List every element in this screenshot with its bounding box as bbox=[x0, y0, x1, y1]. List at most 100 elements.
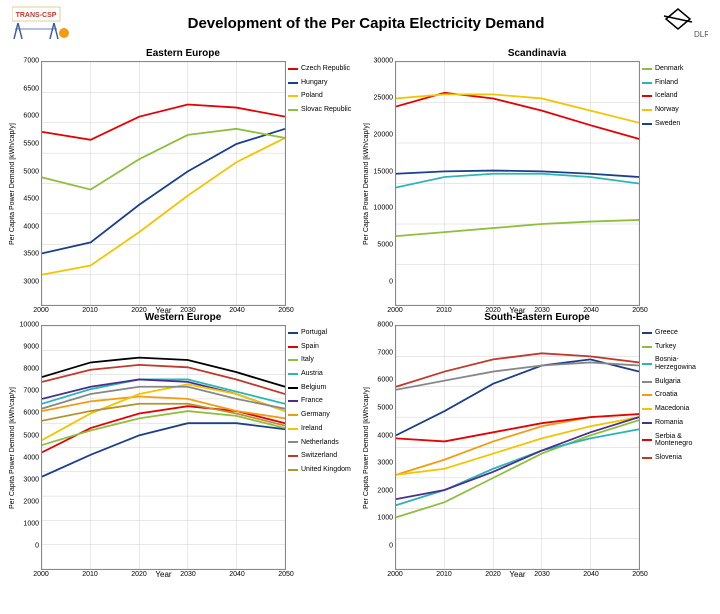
legend-swatch bbox=[288, 428, 298, 430]
legend-label: Poland bbox=[301, 92, 323, 100]
chart-panel-2: Western EuropePer Capita Power Demand [k… bbox=[8, 312, 358, 572]
y-tick-label: 9000 bbox=[23, 344, 39, 351]
x-tick-label: 2000 bbox=[33, 571, 49, 578]
x-axis-label: Year bbox=[395, 570, 640, 579]
legend-label: Turkey bbox=[655, 343, 676, 351]
y-tick-label: 3000 bbox=[23, 279, 39, 286]
legend-label: Italy bbox=[301, 356, 314, 364]
y-tick-label: 30000 bbox=[374, 58, 393, 65]
legend-label: Greece bbox=[655, 329, 678, 337]
legend-label: Hungary bbox=[301, 79, 327, 87]
legend: DenmarkFinlandIcelandNorwaySweden bbox=[640, 61, 712, 308]
dlr-logo: DLR bbox=[660, 5, 708, 41]
x-tick-label: 2050 bbox=[632, 571, 648, 578]
legend-label: Bulgaria bbox=[655, 378, 681, 386]
y-tick-label: 8000 bbox=[377, 322, 393, 329]
legend-item: Switzerland bbox=[288, 452, 356, 460]
y-tick-label: 2000 bbox=[23, 498, 39, 505]
y-tick-label: 6000 bbox=[377, 377, 393, 384]
legend-swatch bbox=[288, 400, 298, 402]
y-tick-label: 7000 bbox=[377, 349, 393, 356]
y-axis-label: Per Capita Power Demand [kWh/cap/y] bbox=[8, 61, 17, 308]
y-tick-label: 3000 bbox=[377, 460, 393, 467]
x-tick-label: 2040 bbox=[229, 571, 245, 578]
y-tick-label: 3000 bbox=[23, 476, 39, 483]
y-tick-label: 15000 bbox=[374, 168, 393, 175]
legend-item: Iceland bbox=[642, 92, 710, 100]
x-tick-label: 2020 bbox=[485, 571, 501, 578]
legend-item: Bosnia-Herzegowina bbox=[642, 356, 710, 371]
logo-right-text: DLR bbox=[694, 30, 708, 39]
legend-swatch bbox=[288, 373, 298, 375]
legend-label: Finland bbox=[655, 79, 678, 87]
legend: Greece Turkey Bosnia-Herzegowina Bulgaria Cr… bbox=[640, 325, 712, 572]
legend-swatch bbox=[288, 414, 298, 416]
y-tick-label: 1000 bbox=[23, 520, 39, 527]
legend-label: Slovac Republic bbox=[301, 106, 351, 114]
legend-swatch bbox=[642, 408, 652, 410]
x-tick-label: 2040 bbox=[583, 571, 599, 578]
charts-grid: Eastern EuropePer Capita Power Demand [k… bbox=[0, 44, 720, 536]
legend-label: Ireland bbox=[301, 425, 322, 433]
legend: Czech Republic Hungary Poland Slovac Republ… bbox=[286, 61, 358, 308]
y-tick-label: 10000 bbox=[374, 205, 393, 212]
chart-panel-1: ScandinaviaPer Capita Power Demand [kWh/… bbox=[362, 48, 712, 308]
legend-swatch bbox=[288, 109, 298, 111]
legend-item: Poland bbox=[288, 92, 356, 100]
legend-label: Romania bbox=[655, 419, 683, 427]
plot-area bbox=[395, 61, 640, 306]
legend-item: Hungary bbox=[288, 79, 356, 87]
legend-swatch bbox=[642, 68, 652, 70]
legend-item: Denmark bbox=[642, 65, 710, 73]
legend-swatch bbox=[288, 95, 298, 97]
legend-label: Norway bbox=[655, 106, 679, 114]
legend-swatch bbox=[642, 422, 652, 424]
legend-item: Ireland bbox=[288, 425, 356, 433]
legend-item: Serbia & Montenegro bbox=[642, 433, 710, 448]
series-line bbox=[396, 94, 639, 122]
legend-item: Portugal bbox=[288, 329, 356, 337]
legend-item: Austria bbox=[288, 370, 356, 378]
header: TRANS-CSP Development of the Per Capita … bbox=[0, 0, 720, 44]
y-tick-label: 6000 bbox=[23, 410, 39, 417]
legend-label: Switzerland bbox=[301, 452, 337, 460]
legend-item: Croatia bbox=[642, 391, 710, 399]
legend-swatch bbox=[642, 381, 652, 383]
legend-swatch bbox=[642, 439, 652, 441]
series-line bbox=[396, 220, 639, 236]
legend-label: Bosnia-Herzegowina bbox=[655, 356, 710, 371]
legend-swatch bbox=[288, 441, 298, 443]
chart-title: Western Europe bbox=[8, 312, 358, 323]
legend-label: Germany bbox=[301, 411, 330, 419]
legend-item: Belgium bbox=[288, 384, 356, 392]
legend-item: Czech Republic bbox=[288, 65, 356, 73]
series-line bbox=[396, 174, 639, 188]
legend-label: Netherlands bbox=[301, 439, 339, 447]
y-tick-label: 0 bbox=[389, 279, 393, 286]
y-tick-label: 0 bbox=[389, 543, 393, 550]
legend-swatch bbox=[288, 68, 298, 70]
y-tick-label: 1000 bbox=[377, 515, 393, 522]
chart-title: South-Eastern Europe bbox=[362, 312, 712, 323]
legend-item: Slovenia bbox=[642, 454, 710, 462]
chart-panel-0: Eastern EuropePer Capita Power Demand [k… bbox=[8, 48, 358, 308]
y-tick-label: 5000 bbox=[23, 168, 39, 175]
chart-title: Scandinavia bbox=[362, 48, 712, 59]
y-tick-label: 5000 bbox=[23, 432, 39, 439]
y-tick-label: 2000 bbox=[377, 487, 393, 494]
legend-item: Finland bbox=[642, 79, 710, 87]
legend-swatch bbox=[288, 359, 298, 361]
x-tick-label: 2030 bbox=[180, 571, 196, 578]
legend-swatch bbox=[288, 346, 298, 348]
x-tick-label: 2000 bbox=[387, 571, 403, 578]
trans-csp-logo: TRANS-CSP bbox=[12, 5, 72, 41]
legend-label: Croatia bbox=[655, 391, 678, 399]
legend-item: Norway bbox=[642, 106, 710, 114]
plot-area bbox=[41, 325, 286, 570]
legend-item: Slovac Republic bbox=[288, 106, 356, 114]
legend-swatch bbox=[642, 123, 652, 125]
y-tick-label: 4000 bbox=[23, 223, 39, 230]
legend-label: Czech Republic bbox=[301, 65, 350, 73]
legend-swatch bbox=[642, 394, 652, 396]
legend-swatch bbox=[642, 363, 652, 365]
